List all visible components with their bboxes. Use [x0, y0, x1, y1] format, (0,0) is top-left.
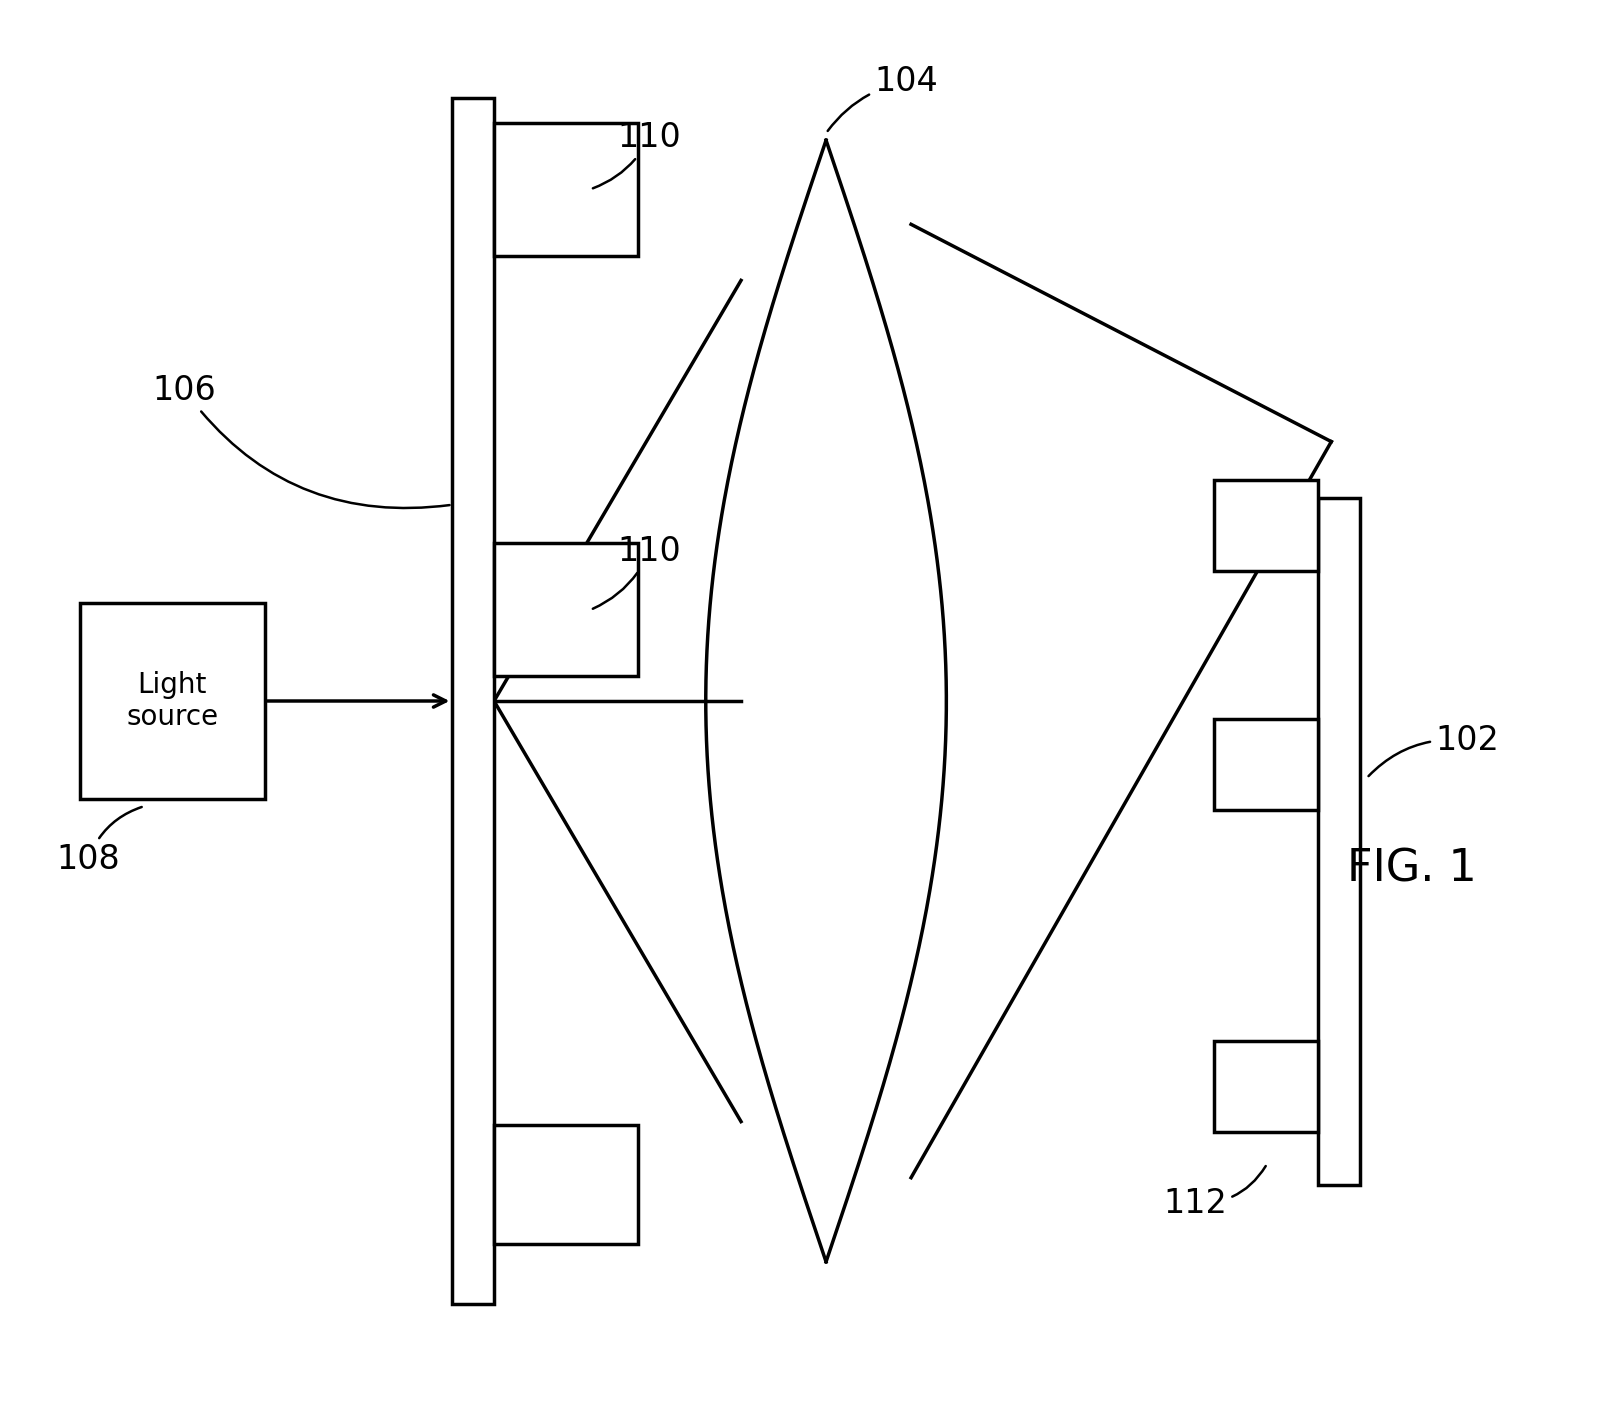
Bar	[1214, 479, 1318, 572]
Bar	[494, 122, 638, 255]
Text: 112: 112	[1163, 1166, 1266, 1220]
Bar	[1318, 498, 1360, 1185]
Bar	[80, 603, 265, 799]
Text: Light
source: Light source	[127, 670, 218, 732]
Bar	[1214, 1040, 1318, 1133]
Text: FIG. 1: FIG. 1	[1347, 848, 1476, 890]
Text: 108: 108	[56, 808, 141, 876]
Bar	[452, 98, 494, 1304]
Text: 104: 104	[828, 64, 938, 130]
Bar	[494, 1124, 638, 1245]
Text: 106: 106	[152, 373, 449, 508]
Text: 110: 110	[593, 534, 682, 608]
Text: 102: 102	[1368, 723, 1500, 777]
Text: 110: 110	[593, 121, 682, 188]
Bar	[1214, 718, 1318, 809]
Bar	[494, 543, 638, 676]
